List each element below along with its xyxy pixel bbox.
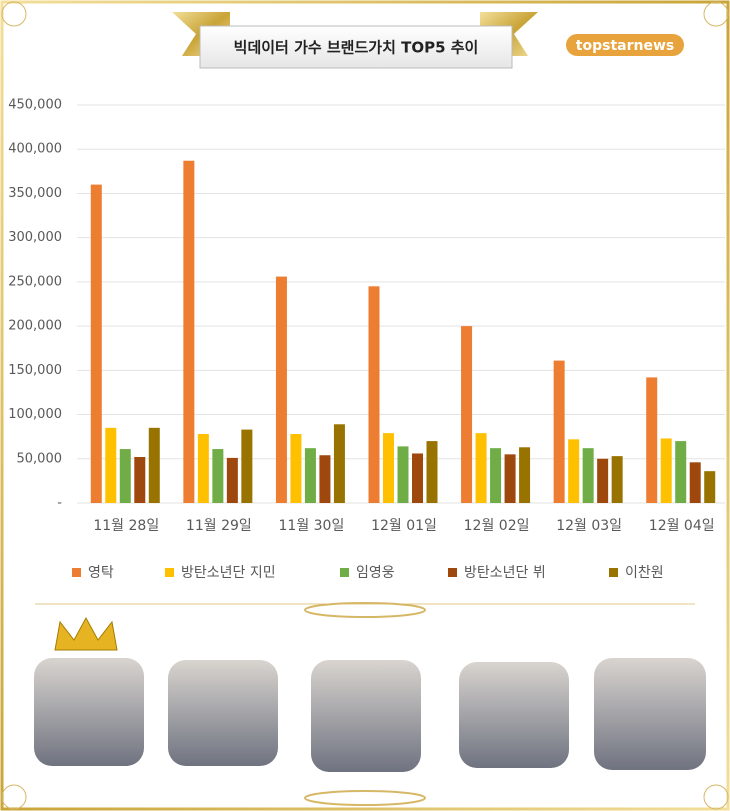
legend-swatch [340,568,349,577]
bar [275,276,287,503]
bar [611,456,623,503]
x-tick-label: 11월 29일 [186,518,252,534]
legend-label: 임영웅 [356,565,395,581]
bar [553,360,565,503]
corner-ornament [703,1,729,27]
y-tick-label: 450,000 [8,98,62,113]
bar [504,454,516,503]
bar [134,457,146,503]
y-tick-label: 50,000 [17,451,63,466]
logo-badge [566,34,684,56]
y-tick-label: 150,000 [8,363,62,378]
y-tick-label: 300,000 [8,230,62,245]
divider [304,790,426,806]
bar [105,427,117,503]
bar [426,441,438,503]
bar [490,448,502,503]
legend-label: 이찬원 [625,565,664,581]
bar [368,286,380,503]
title-banner [199,25,513,69]
photo [459,662,569,768]
bar [290,434,302,503]
legend-label: 방탄소년단 뷔 [464,565,546,581]
photo [594,658,706,770]
bar [704,471,716,503]
bar [148,427,160,503]
y-tick-label: - [57,496,62,511]
photo [34,658,144,766]
y-tick-label: 400,000 [8,142,62,157]
x-tick-label: 12월 02일 [464,518,530,534]
bar [119,449,131,503]
bar [319,455,331,503]
bar [412,453,423,503]
bar [90,184,102,503]
chart-title: 빅데이터 가수 브랜드가치 TOP5 추이 [234,39,479,57]
legend-label: 영탁 [88,565,114,581]
bar [241,429,253,503]
corner-ornament [1,784,27,810]
x-tick-label: 12월 03일 [556,518,622,534]
x-tick-label: 12월 01일 [371,518,437,534]
crown [54,616,118,651]
legend-swatch [609,568,618,577]
bar [675,441,687,503]
photo [311,660,421,772]
y-tick-label: 250,000 [8,274,62,289]
corner-ornament [703,784,729,810]
photo [168,660,278,766]
bar [212,449,224,503]
bar [461,326,473,503]
bar [689,462,701,503]
bar [646,377,658,503]
x-tick-label: 11월 30일 [279,518,345,534]
bar [197,434,209,503]
y-tick-label: 200,000 [8,319,62,334]
legend-swatch [448,568,457,577]
corner-ornament [1,1,27,27]
bar [226,457,238,503]
bar [397,446,409,503]
bar [660,438,672,503]
legend-label: 방탄소년단 지민 [181,565,276,581]
legend-swatch [72,568,81,577]
bar [582,448,594,503]
bar [519,447,531,503]
y-tick-label: 100,000 [8,407,62,422]
bar [568,439,580,503]
bar [597,458,609,503]
bar [183,160,195,503]
bar [333,424,345,503]
bar [304,448,316,503]
logo: topstarnews [576,38,674,54]
y-tick-label: 350,000 [8,186,62,201]
x-tick-label: 12월 04일 [649,518,715,534]
legend-swatch [165,568,174,577]
divider [35,602,695,618]
x-tick-label: 11월 28일 [93,518,159,534]
bar [475,433,487,503]
bar [383,433,394,503]
